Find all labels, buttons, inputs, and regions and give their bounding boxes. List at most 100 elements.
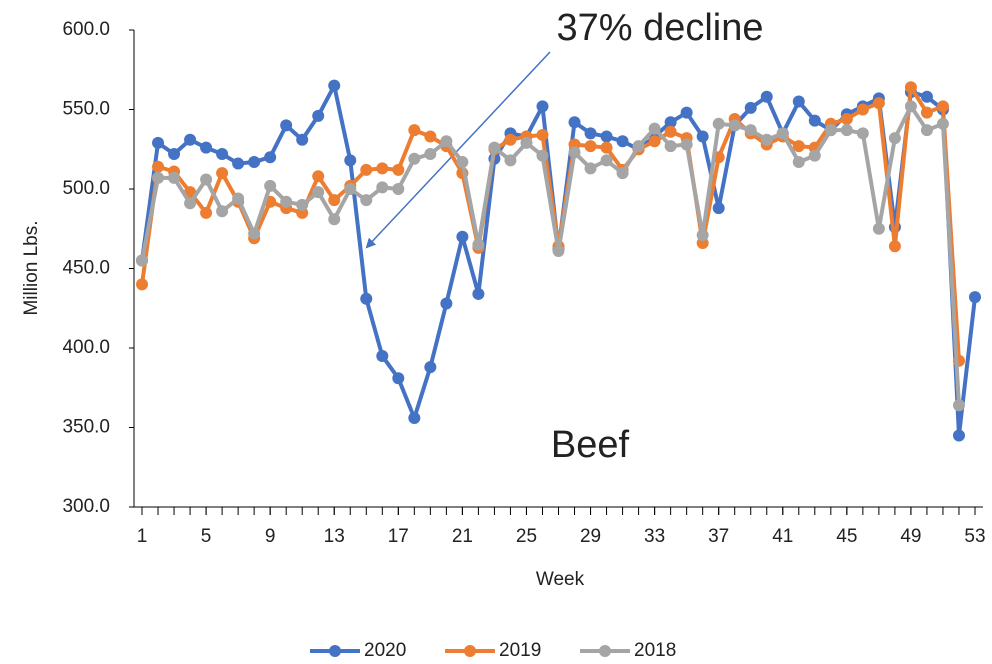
point: [248, 155, 261, 168]
point: [280, 195, 293, 208]
point: [376, 162, 389, 175]
point: [376, 349, 389, 362]
point: [264, 151, 277, 164]
point: [312, 186, 325, 199]
point: [216, 205, 229, 218]
point: [840, 113, 853, 126]
x-tick-label: 29: [580, 526, 601, 547]
point: [824, 124, 837, 137]
point: [808, 149, 821, 162]
point: [248, 227, 261, 240]
legend-marker: [464, 645, 476, 657]
point: [504, 133, 517, 146]
point: [584, 127, 597, 140]
point: [568, 116, 581, 129]
point: [872, 222, 885, 235]
point: [216, 148, 229, 161]
point: [152, 171, 165, 184]
y-tick-label: 450.0: [62, 258, 110, 279]
point: [600, 141, 613, 154]
point: [168, 171, 181, 184]
point: [360, 194, 373, 207]
point: [888, 132, 901, 145]
legend-label: 2020: [364, 640, 406, 661]
point: [744, 101, 757, 114]
point: [136, 254, 149, 267]
point: [392, 183, 405, 195]
x-tick-label: 45: [836, 526, 857, 547]
point: [696, 130, 709, 143]
point: [328, 79, 341, 92]
point: [424, 148, 437, 161]
series-line: [140, 85, 961, 361]
point: [296, 198, 309, 211]
point: [200, 141, 213, 154]
point: [680, 106, 693, 119]
point: [664, 125, 677, 138]
point: [136, 278, 149, 291]
series-line: [140, 104, 961, 406]
point: [536, 149, 549, 162]
x-tick-label: 53: [964, 526, 985, 547]
legend-marker: [329, 645, 341, 657]
point: [712, 117, 725, 130]
point: [792, 140, 805, 153]
series-line: [140, 83, 977, 438]
point: [680, 138, 693, 151]
y-tick-label: 350.0: [62, 417, 110, 438]
point: [472, 287, 485, 300]
x-tick-label: 25: [516, 526, 537, 547]
point: [360, 292, 373, 305]
point: [792, 95, 805, 108]
point: [952, 429, 965, 442]
point: [200, 173, 213, 186]
y-tick-label: 500.0: [62, 178, 110, 199]
point: [152, 160, 165, 173]
point: [952, 399, 965, 412]
legend-marker: [599, 645, 611, 657]
annotation: Beef: [551, 424, 630, 466]
point: [616, 167, 629, 180]
point: [344, 183, 357, 195]
point: [840, 124, 853, 137]
y-tick-label: 300.0: [62, 496, 110, 517]
point: [728, 119, 741, 132]
point: [904, 100, 917, 113]
point: [456, 155, 469, 168]
point: [152, 136, 165, 149]
point: [360, 163, 373, 176]
point: [856, 127, 869, 140]
point: [312, 170, 325, 183]
point: [520, 136, 533, 149]
point: [296, 133, 309, 146]
point: [424, 130, 437, 143]
point: [920, 124, 933, 137]
legend-label: 2018: [634, 640, 676, 661]
point: [792, 155, 805, 168]
annotation-arrow: [365, 51, 551, 249]
y-tick-label: 550.0: [62, 99, 110, 120]
point: [392, 372, 405, 385]
x-tick-label: 37: [708, 526, 729, 547]
point: [776, 127, 789, 140]
point: [808, 114, 821, 127]
point: [872, 97, 885, 110]
point: [600, 154, 613, 167]
x-tick-label: 49: [900, 526, 921, 547]
point: [664, 140, 677, 153]
x-tick-label: 17: [388, 526, 409, 547]
point: [392, 163, 405, 176]
x-tick-label: 13: [324, 526, 345, 547]
x-tick-label: 9: [265, 526, 276, 547]
point: [232, 157, 245, 170]
point: [408, 124, 421, 137]
point: [936, 117, 949, 130]
point: [312, 109, 325, 122]
point: [328, 213, 341, 226]
point: [760, 90, 773, 103]
point: [936, 100, 949, 113]
point: [280, 119, 293, 132]
x-tick-label: 5: [201, 526, 212, 547]
point: [376, 181, 389, 194]
point: [536, 100, 549, 113]
